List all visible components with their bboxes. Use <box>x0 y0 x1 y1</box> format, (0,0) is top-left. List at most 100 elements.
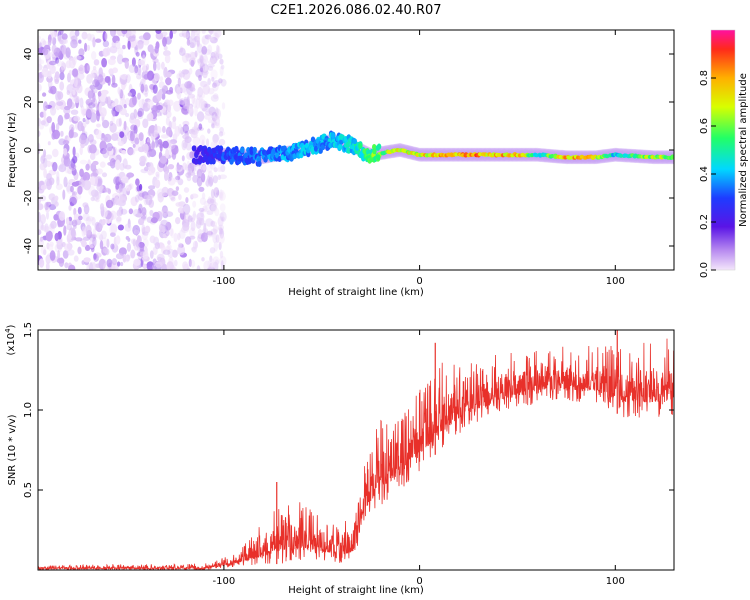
noise-blob <box>120 261 124 267</box>
noise-blob <box>132 143 136 148</box>
noise-blob <box>207 259 213 269</box>
noise-blob <box>134 194 140 203</box>
noise-blob <box>63 148 68 156</box>
noise-blob <box>74 237 83 242</box>
noise-blob <box>88 261 96 270</box>
noise-blob <box>182 142 188 149</box>
noise-blob <box>79 146 83 156</box>
noise-blob <box>196 265 201 270</box>
noise-blob <box>66 223 73 231</box>
noise-blob <box>149 250 154 259</box>
noise-blob <box>157 256 162 261</box>
noise-blob <box>38 117 41 127</box>
noise-blob <box>109 224 118 235</box>
noise-blob <box>169 139 178 145</box>
noise-blob <box>190 87 196 92</box>
noise-blob <box>96 168 103 175</box>
noise-blob <box>124 164 132 170</box>
noise-blob <box>126 131 131 140</box>
noise-blob <box>110 223 118 234</box>
noise-blob <box>218 227 223 232</box>
noise-blob <box>171 120 177 130</box>
noise-blob <box>125 97 130 105</box>
noise-blob <box>42 40 47 46</box>
noise-blob <box>181 30 188 38</box>
noise-blob <box>117 140 125 147</box>
noise-blob <box>139 161 146 167</box>
noise-blob <box>141 224 146 235</box>
noise-blob <box>212 225 219 234</box>
noise-blob <box>59 163 64 170</box>
noise-blob <box>204 110 213 116</box>
noise-blob <box>45 262 50 270</box>
noise-blob <box>96 110 100 122</box>
snr-frame <box>37 329 675 571</box>
noise-blob <box>99 107 107 118</box>
noise-blob <box>41 71 48 76</box>
noise-blob <box>59 72 65 81</box>
noise-blob <box>219 189 223 199</box>
noise-blob <box>129 130 135 142</box>
noise-blob <box>62 38 68 44</box>
noise-blob <box>81 240 87 248</box>
snr-line <box>38 338 674 570</box>
noise-blob <box>92 66 97 71</box>
noise-blob <box>116 54 124 65</box>
noise-blob <box>112 193 120 199</box>
noise-blob <box>93 85 98 94</box>
signal-point <box>352 138 357 145</box>
noise-blob <box>104 248 110 256</box>
noise-blob <box>181 69 189 75</box>
snr-x-label: Height of straight line (km) <box>288 585 424 596</box>
noise-blob <box>212 52 219 62</box>
noise-blob <box>152 84 158 94</box>
noise-blob <box>209 203 217 212</box>
colorbar-gradient <box>711 30 735 270</box>
noise-blob <box>165 116 170 126</box>
spectrogram-axes: -100 0 100 40 20 0 -20 -40 <box>23 30 674 287</box>
noise-blob <box>210 69 218 80</box>
noise-blob <box>162 125 166 134</box>
noise-blob <box>146 99 154 109</box>
noise-blob <box>210 204 218 213</box>
noise-blob <box>121 150 127 155</box>
noise-blob <box>185 172 192 178</box>
noise-blob <box>208 30 215 34</box>
colorbar-label: Normalized spectral amplitude <box>738 73 749 227</box>
noise-blob <box>184 136 192 144</box>
noise-blob <box>142 63 147 72</box>
noise-blob <box>210 258 215 269</box>
noise-blob <box>143 143 149 154</box>
noise-blob <box>128 208 134 215</box>
noise-blob <box>43 168 47 179</box>
noise-blob <box>139 183 143 191</box>
noise-blob <box>69 185 74 193</box>
noise-blob <box>199 80 205 88</box>
noise-blob <box>136 40 144 50</box>
noise-blob <box>63 176 68 188</box>
noise-blob <box>221 216 225 222</box>
noise-blob <box>157 91 162 102</box>
noise-blob <box>214 115 220 127</box>
noise-blob <box>149 209 154 217</box>
noise-blob <box>38 237 44 248</box>
noise-blob <box>83 257 91 263</box>
noise-blob <box>139 242 145 253</box>
y-tick-label: -20 <box>23 190 34 206</box>
noise-blob <box>167 244 172 250</box>
noise-blob <box>214 30 222 38</box>
noise-blob <box>209 198 215 204</box>
noise-blob <box>155 137 159 148</box>
noise-blob <box>199 67 203 73</box>
noise-blob <box>40 184 47 190</box>
noise-blob <box>210 228 218 235</box>
noise-blob <box>202 205 208 213</box>
noise-blob <box>68 163 77 170</box>
noise-blob <box>133 124 138 135</box>
noise-blob <box>164 171 169 182</box>
noise-blob <box>202 70 208 79</box>
noise-blob <box>215 108 221 119</box>
noise-blob <box>77 206 82 215</box>
noise-blob <box>111 82 118 88</box>
noise-blob <box>212 256 220 267</box>
